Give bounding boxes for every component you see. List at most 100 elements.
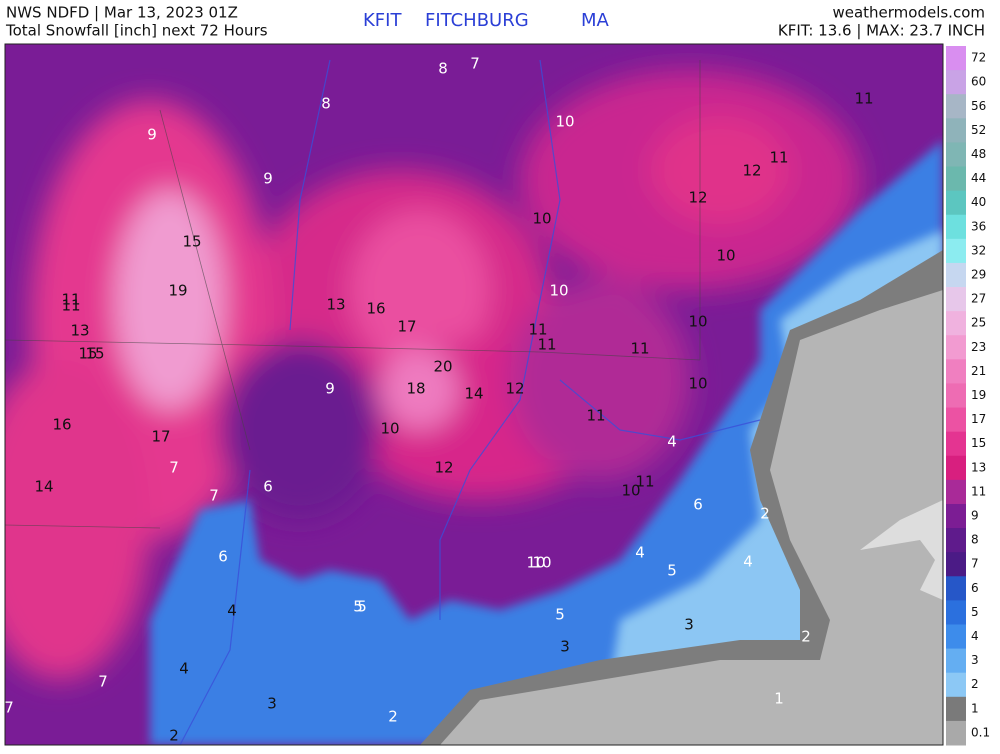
colorbar-swatch (946, 552, 966, 577)
map-value-label: 16 (366, 300, 385, 318)
colorbar-label: 36 (971, 219, 986, 233)
map-value-label: 5 (555, 606, 565, 624)
colorbar-label: 32 (971, 243, 986, 257)
colorbar-swatch (946, 672, 966, 698)
colorbar-label: 17 (971, 412, 986, 426)
colorbar-swatch (946, 94, 966, 119)
map-value-label: 9 (147, 126, 157, 144)
colorbar-swatch (946, 503, 966, 529)
colorbar-label: 52 (971, 123, 986, 137)
map-value-label: 2 (169, 727, 179, 745)
colorbar-label: 44 (971, 171, 986, 185)
colorbar-swatch (946, 576, 966, 601)
colorbar-label: 27 (971, 292, 986, 306)
colorbar-label: 23 (971, 340, 986, 354)
colorbar-swatch (946, 166, 966, 192)
colorbar-swatch (946, 70, 966, 95)
colorbar-label: 48 (971, 147, 986, 161)
map-value-label: 11 (635, 473, 654, 491)
map-value-label: 4 (179, 660, 189, 678)
header-subtitle: Total Snowfall [inch] next 72 Hours (5, 22, 268, 40)
colorbar-swatch (946, 118, 966, 143)
map-value-label: 17 (397, 318, 416, 336)
map-value-label: 11 (854, 90, 873, 108)
colorbar-swatch (946, 359, 966, 384)
colorbar-label: 60 (971, 75, 986, 89)
map-value-label: 10 (621, 482, 640, 500)
map-value-label: 11 (586, 407, 605, 425)
colorbar-swatch (946, 383, 966, 409)
map-value-label: 5 (353, 598, 363, 616)
map-value-label: 11 (61, 291, 80, 309)
map-value-label: 13 (326, 296, 345, 314)
colorbar-label: 21 (971, 364, 986, 378)
map (5, 44, 943, 745)
header-station: KFIT (363, 10, 402, 31)
colorbar-label: 11 (971, 484, 986, 498)
map-value-label: 11 (61, 297, 80, 315)
header-source: NWS NDFD | Mar 13, 2023 01Z (6, 4, 238, 22)
map-value-label: 9 (325, 380, 335, 398)
colorbar-label: 72 (971, 51, 986, 65)
map-value-label: 15 (85, 345, 104, 363)
header-stats: KFIT: 13.6 | MAX: 23.7 INCH (778, 22, 985, 40)
colorbar-label: 4 (971, 629, 979, 643)
colorbar-swatch (946, 407, 966, 433)
map-value-label: 5 (357, 598, 367, 616)
map-value-label: 10 (380, 420, 399, 438)
map-value-label: 11 (630, 340, 649, 358)
map-value-label: 16 (52, 416, 71, 434)
colorbar: 7260565248444036322927252321191715131198… (946, 46, 990, 746)
colorbar-label: 7 (971, 557, 979, 571)
map-value-label: 15 (78, 345, 97, 363)
map-value-label: 12 (434, 459, 453, 477)
map-value-label: 8 (438, 60, 448, 78)
map-value-label: 4 (227, 602, 237, 620)
map-value-label: 6 (693, 496, 703, 514)
colorbar-swatch (946, 455, 966, 481)
colorbar-swatch (946, 287, 966, 312)
header-state: MA (581, 10, 610, 31)
colorbar-swatch (946, 238, 966, 264)
map-value-label: 11 (769, 149, 788, 167)
map-value-label: 19 (168, 282, 187, 300)
map-value-label: 10 (532, 554, 551, 572)
colorbar-label: 56 (971, 99, 986, 113)
colorbar-label: 25 (971, 316, 986, 330)
colorbar-swatch (946, 262, 966, 288)
map-value-label: 18 (406, 380, 425, 398)
colorbar-label: 6 (971, 581, 979, 595)
header-site: weathermodels.com (832, 4, 985, 22)
colorbar-label: 3 (971, 653, 979, 667)
colorbar-label: 29 (971, 267, 986, 281)
colorbar-swatch (946, 431, 966, 457)
colorbar-label: 13 (971, 460, 986, 474)
map-value-label: 6 (218, 548, 228, 566)
map-value-label: 12 (688, 189, 707, 207)
map-value-label: 10 (526, 554, 545, 572)
map-value-label: 3 (684, 616, 694, 634)
colorbar-swatch (946, 214, 966, 240)
colorbar-swatch (946, 479, 966, 505)
colorbar-swatch (946, 648, 966, 674)
colorbar-swatch (946, 311, 966, 336)
map-value-label: 7 (470, 55, 480, 73)
map-frame (4, 43, 944, 746)
colorbar-label: 40 (971, 195, 986, 209)
map-value-label: 14 (34, 478, 53, 496)
colorbar-swatch (946, 600, 966, 625)
colorbar-label: 1 (971, 701, 979, 715)
colorbar-swatch (946, 720, 966, 746)
colorbar-swatch (946, 528, 966, 553)
map-value-label: 17 (151, 428, 170, 446)
map-value-label: 8 (321, 95, 331, 113)
map-value-label: 12 (742, 162, 761, 180)
colorbar-swatch (946, 142, 966, 168)
map-value-label: 4 (743, 553, 753, 571)
map-value-label: 2 (388, 708, 398, 726)
colorbar-label: 9 (971, 509, 979, 523)
colorbar-label: 2 (971, 677, 979, 691)
colorbar-swatch (946, 696, 966, 722)
